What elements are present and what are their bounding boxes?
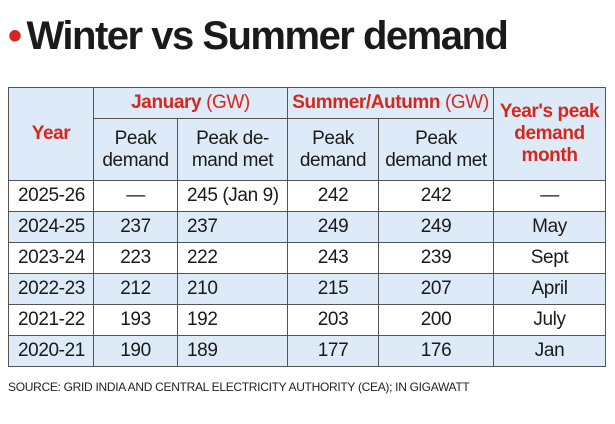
sub-header: Peak de-mand met <box>177 118 288 181</box>
header-line: mand met <box>191 149 274 171</box>
table-cell: 2025-26 <box>8 180 94 212</box>
table-row: 2022-23 212 210 215 207 April <box>8 273 607 305</box>
january-name: January <box>131 92 202 113</box>
sub-header: Peak demand <box>93 118 178 181</box>
table-cell: 2020-21 <box>8 335 94 367</box>
header-line: month <box>521 145 578 166</box>
table-cell: July <box>493 304 607 336</box>
header-line: Year's peak <box>499 101 600 122</box>
summer-header: Summer/Autumn (GW) <box>286 87 495 119</box>
summer-unit: (GW) <box>445 92 489 113</box>
title-text: Winter vs Summer demand <box>26 14 509 58</box>
header-line: Peak <box>312 127 354 149</box>
table-cell: 207 <box>377 273 495 305</box>
table-cell: 193 <box>93 304 178 336</box>
sub-header: Peak demand <box>287 118 379 181</box>
header-line: demand met <box>385 149 487 171</box>
table-cell: 222 <box>177 242 288 274</box>
january-header: January (GW) <box>93 87 288 119</box>
table-cell: April <box>493 273 607 305</box>
header-line: Peak de- <box>196 127 269 149</box>
table-cell: 249 <box>287 211 379 243</box>
table-cell: 249 <box>377 211 495 243</box>
source: SOURCE: GRID INDIA AND CENTRAL ELECTRICI… <box>8 380 470 394</box>
summer-name: Summer/Autumn <box>292 92 441 113</box>
table-cell: 192 <box>177 304 288 336</box>
table-cell: 176 <box>377 335 495 367</box>
table-row: 2025-26—245 (Jan 9) 242 242— <box>8 180 607 212</box>
table-cell: 243 <box>287 242 379 274</box>
table-cell: 237 <box>177 211 288 243</box>
table-cell: 203 <box>287 304 379 336</box>
table-cell: 242 <box>377 180 495 212</box>
title: • Winter vs Summer demand <box>8 14 509 58</box>
table-cell: 2021-22 <box>8 304 94 336</box>
header-line: demand <box>299 149 367 171</box>
peak-month-header: Year's peak demand month <box>493 87 607 181</box>
header-line: demand <box>102 149 169 171</box>
table-cell: 190 <box>93 335 178 367</box>
table-cell: 210 <box>177 273 288 305</box>
january-unit: (GW) <box>206 92 250 113</box>
year-header: Year <box>8 87 94 181</box>
table-cell: Sept <box>493 242 607 274</box>
table-cell: 2022-23 <box>8 273 94 305</box>
table-cell: 200 <box>377 304 495 336</box>
table-row: 2023-24 223 222 243 239 Sept <box>8 242 607 274</box>
table-cell: 237 <box>93 211 178 243</box>
table-cell: 215 <box>287 273 379 305</box>
table-cell: — <box>93 180 178 212</box>
table-cell: 2023-24 <box>8 242 94 274</box>
table-cell: May <box>493 211 607 243</box>
table-cell: — <box>493 180 607 212</box>
table-cell: 189 <box>177 335 288 367</box>
table-cell: 223 <box>93 242 178 274</box>
table-row: 2020-21 190 189 177 176 Jan <box>8 335 607 367</box>
table-cell: 2024-25 <box>8 211 94 243</box>
table-cell: 239 <box>377 242 495 274</box>
table-cell: 177 <box>287 335 379 367</box>
sub-header: Peak demand met <box>377 118 495 181</box>
demand-table: Year January (GW) Summer/Autumn (GW) Yea… <box>8 87 607 367</box>
table-cell: Jan <box>493 335 607 367</box>
header-line: Peak <box>415 127 457 149</box>
table-cell: 242 <box>287 180 379 212</box>
table-row: 2021-22 193 192 203 200 July <box>8 304 607 336</box>
table-cell: 212 <box>93 273 178 305</box>
header-line: demand <box>514 123 585 144</box>
header-line: Peak <box>114 127 157 149</box>
table-row: 2024-25 237 237 249 249 May <box>8 211 607 243</box>
table-cell: 245 (Jan 9) <box>177 180 288 212</box>
